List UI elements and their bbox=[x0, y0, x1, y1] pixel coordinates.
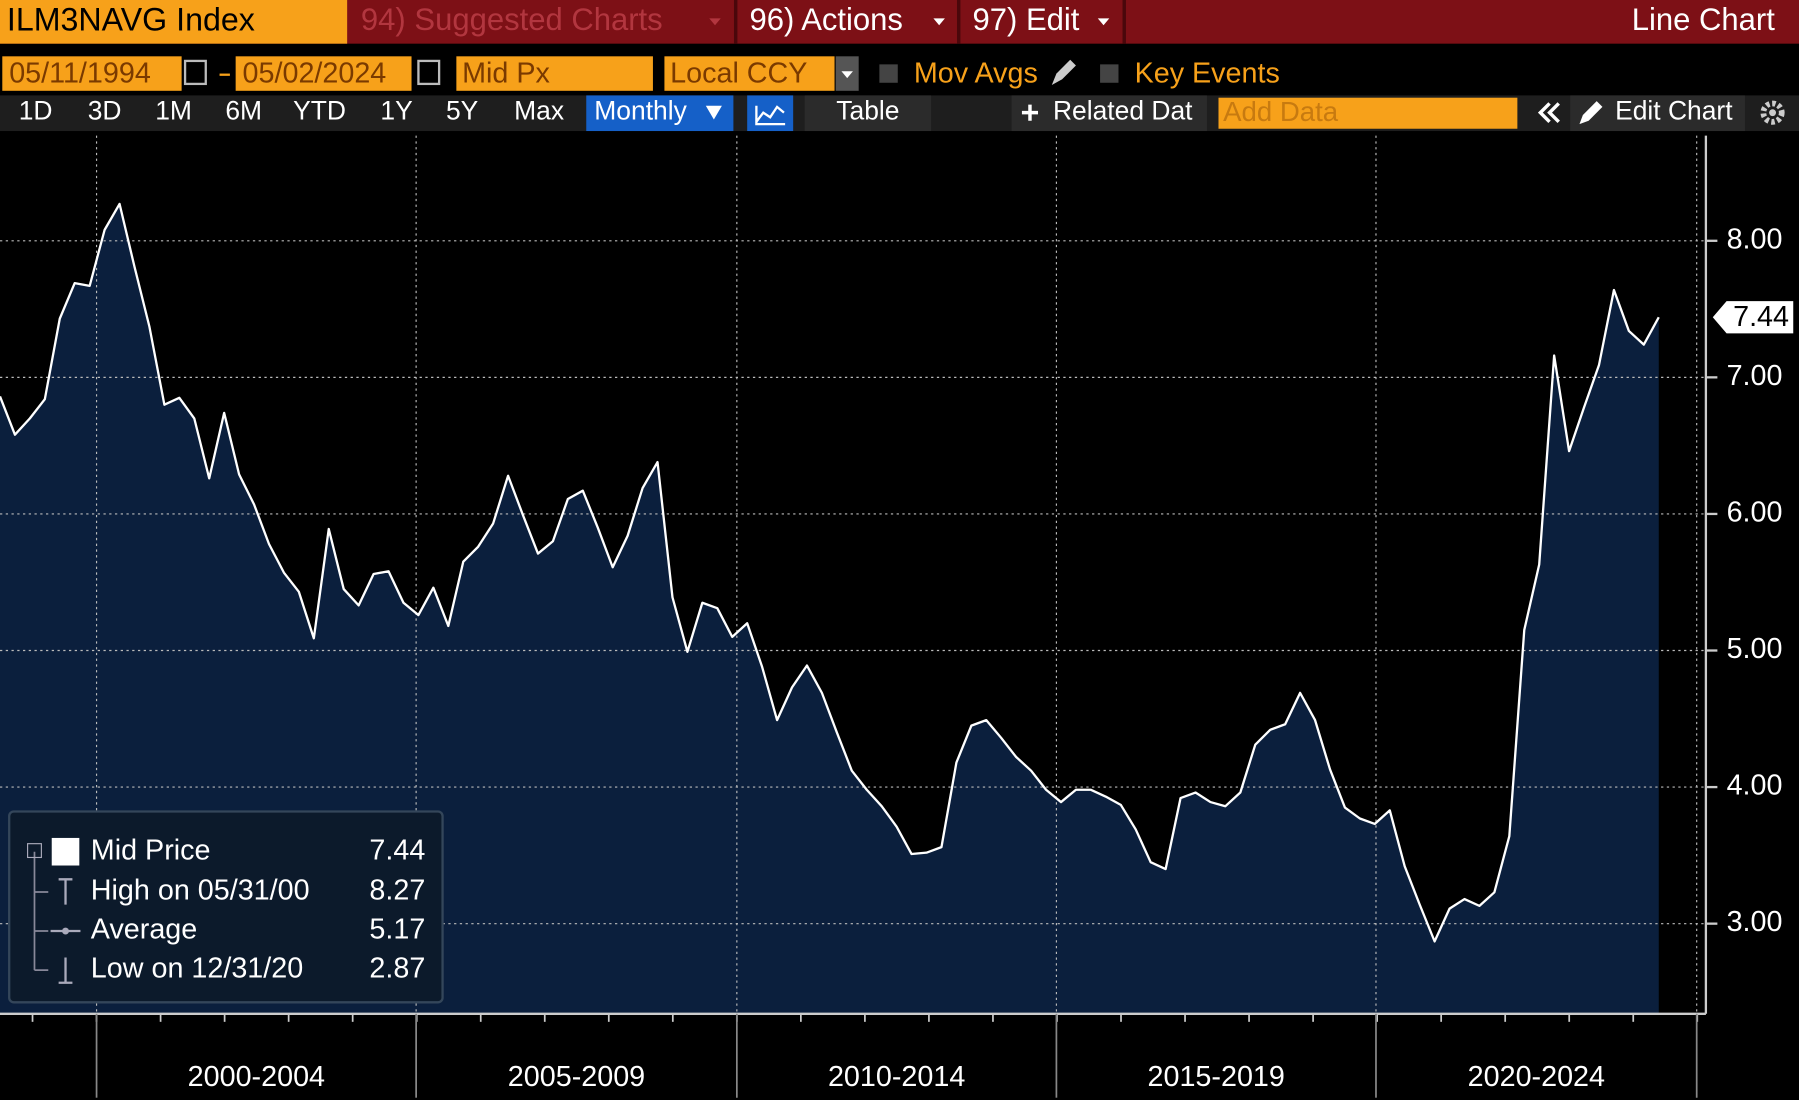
related-button[interactable] bbox=[1011, 95, 1207, 132]
range-button[interactable]: 5Y bbox=[446, 96, 479, 126]
legend-label: Mid Price bbox=[91, 834, 211, 866]
range-button[interactable]: YTD bbox=[293, 96, 346, 126]
x-period-label: 2015-2019 bbox=[1148, 1061, 1285, 1093]
collapse-icon[interactable] bbox=[1537, 102, 1560, 124]
menu[interactable]: 96) Actions bbox=[749, 2, 902, 37]
toggle-label: Mov Avgs bbox=[914, 57, 1038, 89]
pencil-icon[interactable] bbox=[1051, 59, 1076, 86]
pencil-icon bbox=[1579, 101, 1603, 125]
low-icon bbox=[58, 957, 73, 984]
checkbox[interactable] bbox=[879, 64, 898, 83]
end-date: 05/02/2024 bbox=[243, 57, 387, 89]
dropdown-arrow bbox=[933, 18, 945, 26]
legend-value: 7.44 bbox=[369, 834, 425, 866]
x-period-label: 2010-2014 bbox=[828, 1061, 965, 1093]
edit-chart-label: Edit Chart bbox=[1615, 96, 1733, 126]
range-button[interactable]: 6M bbox=[225, 96, 262, 126]
y-tick-label: 5.00 bbox=[1727, 633, 1783, 665]
settings-icon-center bbox=[1769, 109, 1777, 117]
settings-icon[interactable] bbox=[1760, 100, 1785, 125]
legend-label: High on 05/31/00 bbox=[91, 875, 310, 907]
menu[interactable]: 97) Edit bbox=[972, 2, 1079, 37]
x-period-label: 2005-2009 bbox=[508, 1061, 645, 1093]
currency-input[interactable] bbox=[664, 56, 835, 91]
frequency-button[interactable] bbox=[586, 95, 734, 132]
range-button[interactable]: 1D bbox=[19, 96, 53, 126]
range-button[interactable]: 3D bbox=[88, 96, 122, 126]
range-button[interactable]: 1M bbox=[155, 96, 192, 126]
chart-type-button[interactable] bbox=[747, 95, 794, 132]
x-period-label: 2020-2024 bbox=[1468, 1061, 1605, 1093]
related-label: Related Dat bbox=[1053, 96, 1193, 126]
menu[interactable]: 94) Suggested Charts bbox=[361, 2, 663, 37]
x-period-label: 2000-2004 bbox=[188, 1061, 325, 1093]
frequency: Monthly bbox=[594, 96, 687, 126]
range-button[interactable]: 1Y bbox=[380, 96, 413, 126]
plus-icon bbox=[1021, 104, 1039, 121]
checkbox[interactable] bbox=[1100, 64, 1119, 83]
add-data-input[interactable] bbox=[1218, 97, 1518, 129]
last-value-tag bbox=[1712, 301, 1794, 334]
legend-value: 8.27 bbox=[369, 875, 425, 907]
end-date-input[interactable] bbox=[235, 56, 412, 91]
edit-chart-button[interactable] bbox=[1570, 95, 1745, 132]
start-date-input[interactable] bbox=[2, 56, 182, 91]
dropdown-arrow bbox=[705, 105, 722, 120]
line-icon bbox=[755, 105, 786, 126]
last-value-label: 7.44 bbox=[1733, 301, 1789, 333]
legend-swatch bbox=[51, 837, 80, 866]
toggle-label: Key Events bbox=[1135, 57, 1280, 89]
view-name: Line Chart bbox=[1632, 2, 1775, 37]
legend-box bbox=[8, 810, 444, 1004]
dropdown-arrow bbox=[709, 18, 721, 26]
y-tick-label: 8.00 bbox=[1727, 223, 1783, 255]
range-button[interactable]: Max bbox=[514, 96, 564, 126]
calendar-icon[interactable] bbox=[183, 59, 207, 86]
dropdown-arrow bbox=[1097, 18, 1110, 26]
add-data-placeholder: Add Data bbox=[1223, 96, 1339, 127]
legend-label: Average bbox=[91, 914, 197, 946]
field: Mid Px bbox=[462, 57, 550, 89]
legend-label: Low on 12/31/20 bbox=[91, 953, 303, 985]
y-tick-label: 6.00 bbox=[1727, 497, 1783, 529]
table-button[interactable] bbox=[804, 95, 932, 132]
table-label: Table bbox=[836, 96, 899, 126]
price-line bbox=[0, 202, 1660, 943]
security: ILM3NAVG Index bbox=[7, 1, 255, 37]
dropdown-arrow bbox=[841, 71, 853, 79]
y-tick-label: 3.00 bbox=[1727, 906, 1783, 938]
field-input[interactable] bbox=[456, 56, 653, 91]
y-tick-label: 7.00 bbox=[1727, 360, 1783, 392]
high-icon bbox=[58, 878, 73, 905]
average-dot bbox=[62, 927, 69, 935]
currency: Local CCY bbox=[670, 57, 807, 89]
calendar-icon[interactable] bbox=[417, 59, 441, 86]
security-box[interactable] bbox=[0, 0, 348, 44]
legend-value: 2.87 bbox=[369, 953, 425, 985]
legend-collapse[interactable] bbox=[27, 843, 42, 859]
legend-tree bbox=[33, 851, 49, 971]
legend-value: 5.17 bbox=[369, 914, 425, 946]
y-tick-label: 4.00 bbox=[1727, 770, 1783, 802]
start-date: 05/11/1994 bbox=[9, 57, 151, 89]
